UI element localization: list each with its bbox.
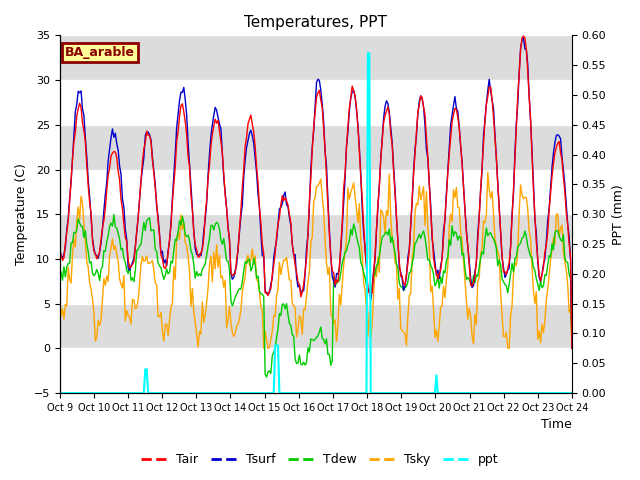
Bar: [60, 259, 572, 304]
Y-axis label: Temperature (C): Temperature (C): [15, 163, 28, 265]
Bar: [60, 125, 572, 169]
X-axis label: Time: Time: [541, 419, 572, 432]
Bar: [60, 169, 572, 214]
Bar: [60, 214, 572, 259]
Bar: [60, 304, 572, 348]
Title: Temperatures, PPT: Temperatures, PPT: [244, 15, 387, 30]
Legend: Tair, Tsurf, Tdew, Tsky, ppt: Tair, Tsurf, Tdew, Tsky, ppt: [136, 448, 504, 471]
Y-axis label: PPT (mm): PPT (mm): [612, 184, 625, 245]
Bar: [60, 348, 572, 393]
Bar: [60, 80, 572, 125]
Bar: [60, 36, 572, 80]
Text: BA_arable: BA_arable: [65, 46, 135, 59]
